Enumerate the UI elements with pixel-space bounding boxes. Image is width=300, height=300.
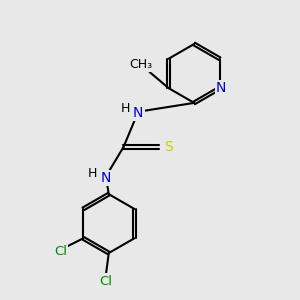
Text: N: N bbox=[216, 81, 226, 95]
Text: Cl: Cl bbox=[99, 274, 112, 287]
Text: CH₃: CH₃ bbox=[130, 58, 153, 71]
Text: N: N bbox=[100, 171, 111, 185]
Text: S: S bbox=[164, 140, 172, 154]
Text: H: H bbox=[88, 167, 97, 180]
Text: Cl: Cl bbox=[54, 245, 67, 258]
Text: H: H bbox=[120, 102, 130, 115]
Text: N: N bbox=[133, 106, 143, 120]
